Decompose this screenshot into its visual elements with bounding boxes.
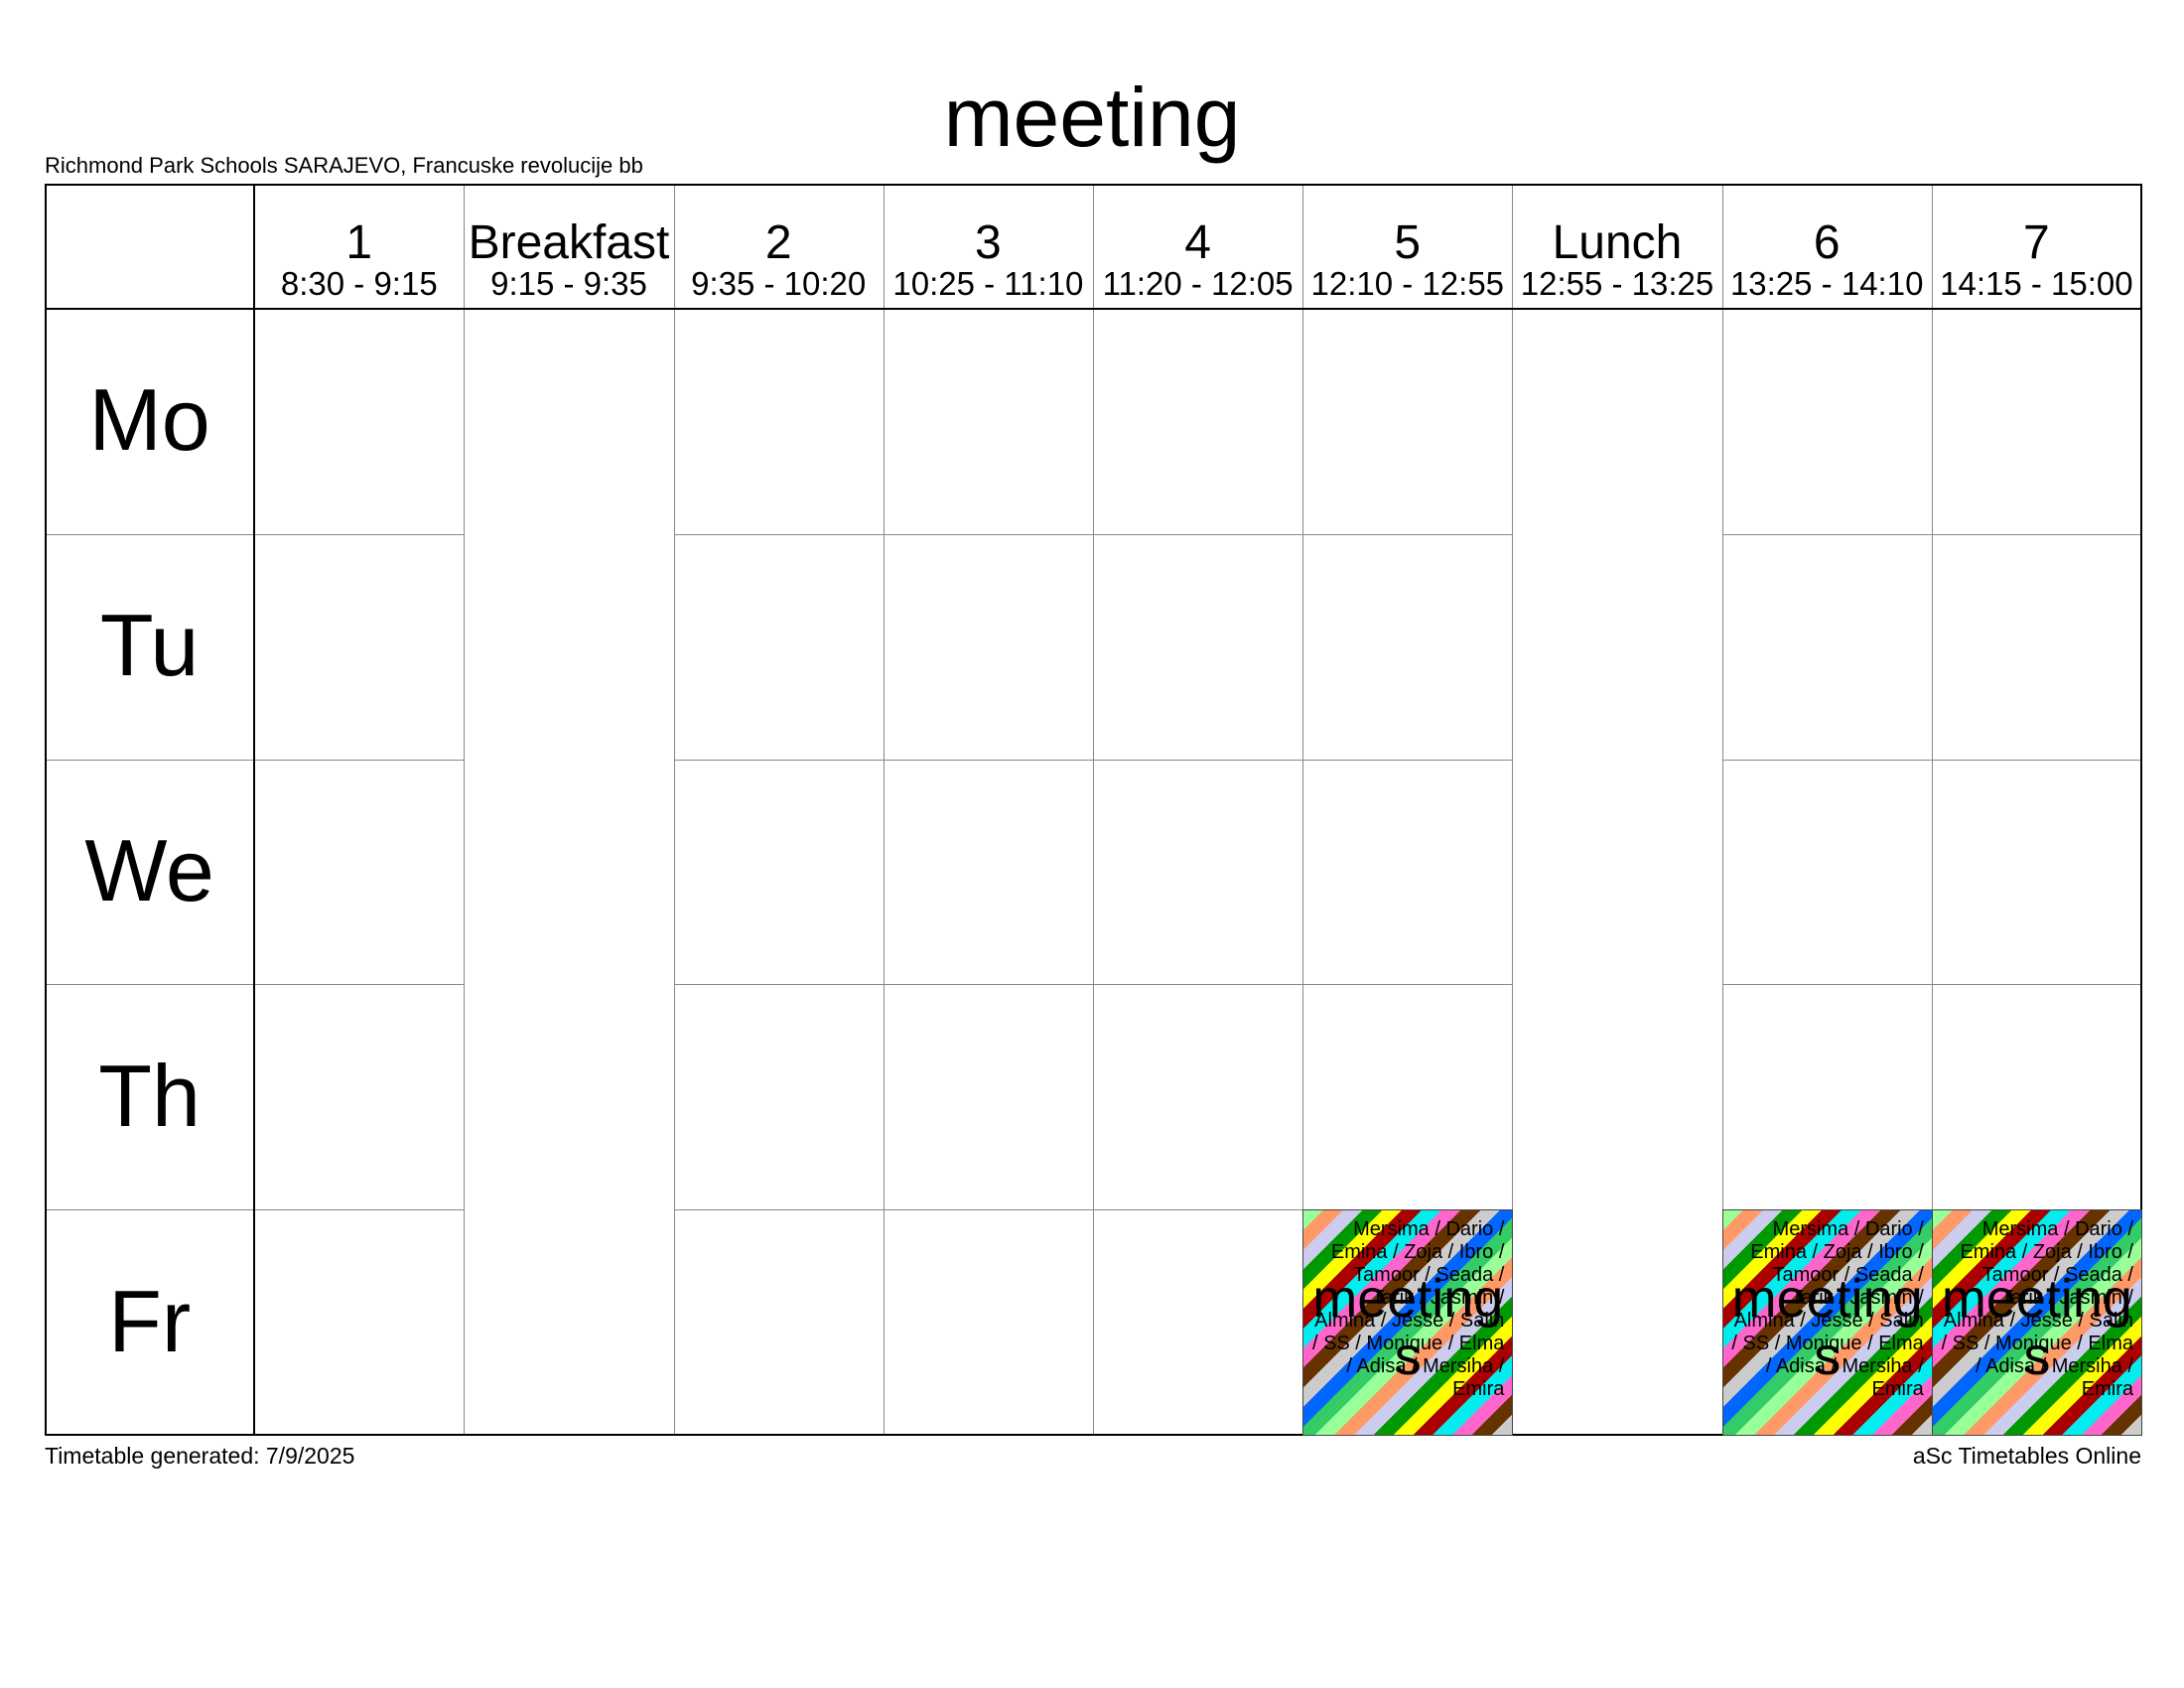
period-name: 2	[764, 216, 792, 269]
grid-line	[673, 984, 884, 986]
grid-line	[1302, 533, 1513, 535]
period-time: 9:15 - 9:35	[490, 265, 647, 302]
title: meeting	[943, 70, 1241, 164]
grid-line	[45, 759, 255, 761]
period-time: 9:35 - 10:20	[691, 265, 867, 302]
period-header: 4 11:20 - 12:05	[1093, 216, 1302, 302]
grid-line	[1093, 1209, 1303, 1211]
period-name: Breakfast	[468, 216, 670, 269]
period-name: 4	[1184, 216, 1211, 269]
period-name: 5	[1394, 216, 1422, 269]
lesson-subject: meetings	[1312, 1269, 1504, 1387]
grid-line	[1931, 984, 2141, 986]
border	[45, 1434, 2141, 1436]
day-label: Mo	[88, 370, 210, 470]
grid-line	[254, 1209, 465, 1211]
period-time: 12:10 - 12:55	[1310, 265, 1505, 302]
grid-line	[673, 184, 675, 1435]
grid-line	[1093, 533, 1303, 535]
grid-line	[254, 533, 465, 535]
grid-line	[45, 1209, 255, 1211]
grid-line	[1512, 184, 1514, 1435]
grid-line	[1721, 533, 1932, 535]
period-name: 7	[2023, 216, 2050, 269]
period-time: 8:30 - 9:15	[280, 265, 438, 302]
grid-line	[1931, 759, 2141, 761]
period-name: 3	[975, 216, 1002, 269]
period-time: 10:25 - 11:10	[892, 265, 1084, 302]
period-name: Lunch	[1552, 216, 1683, 269]
grid-line	[1093, 759, 1303, 761]
lesson-subject: meetings	[1941, 1269, 2132, 1387]
grid-line	[1721, 759, 1932, 761]
grid-line	[1302, 759, 1513, 761]
lesson-teachers: Mersima / Dario / Emina / Zoja / Ibro / …	[1941, 1218, 2133, 1401]
lesson-teachers: Mersima / Dario / Emina / Zoja / Ibro / …	[1311, 1218, 1505, 1401]
grid-line	[45, 533, 255, 535]
period-header: Lunch 12:55 - 13:25	[1512, 216, 1721, 302]
grid-line	[1093, 984, 1303, 986]
day-label: Th	[98, 1046, 201, 1145]
period-time: 12:55 - 13:25	[1520, 265, 1714, 302]
footer-source: aSc Timetables Online	[1912, 1443, 2141, 1469]
lesson-subject: meetings	[1731, 1269, 1923, 1387]
grid-line	[1093, 184, 1094, 1435]
border	[45, 184, 47, 1435]
grid-line	[883, 533, 1093, 535]
day-label: Tu	[99, 596, 200, 695]
grid-line	[1931, 184, 1933, 1435]
border	[45, 184, 2141, 186]
period-time: 13:25 - 14:10	[1729, 265, 1924, 302]
grid-line	[45, 984, 255, 986]
grid-line	[673, 1209, 884, 1211]
grid-line	[1931, 533, 2141, 535]
period-header: 1 8:30 - 9:15	[254, 216, 464, 302]
grid-line	[1721, 984, 1932, 986]
grid-line	[673, 759, 884, 761]
period-name: 1	[345, 216, 373, 269]
grid-line	[464, 184, 466, 1435]
border	[253, 184, 256, 1435]
subtitle: Richmond Park Schools SARAJEVO, Francusk…	[45, 153, 643, 178]
day-label: We	[84, 821, 214, 919]
border	[2140, 184, 2142, 1436]
footer-generated: Timetable generated: 7/9/2025	[45, 1443, 355, 1469]
border	[45, 308, 2141, 310]
lesson-card: Mersima / Dario / Emina / Zoja / Ibro / …	[1931, 1209, 2142, 1436]
period-name: 6	[1813, 216, 1841, 269]
grid-line	[673, 533, 884, 535]
period-time: 14:15 - 15:00	[1940, 265, 2133, 302]
grid-line	[883, 184, 885, 1435]
period-time: 11:20 - 12:05	[1102, 265, 1294, 302]
grid-line	[254, 759, 465, 761]
lesson-teachers: Mersima / Dario / Emina / Zoja / Ibro / …	[1731, 1218, 1924, 1401]
day-label: Fr	[108, 1271, 192, 1370]
grid-line	[1302, 184, 1304, 1435]
lesson-card: Mersima / Dario / Emina / Zoja / Ibro / …	[1721, 1209, 1933, 1436]
grid-line	[1302, 984, 1513, 986]
grid-line	[883, 1209, 1093, 1211]
grid-line	[254, 984, 465, 986]
grid-line	[883, 759, 1093, 761]
grid-line	[883, 984, 1093, 986]
period-header: 2 9:35 - 10:20	[674, 216, 884, 302]
period-header: 5 12:10 - 12:55	[1302, 216, 1512, 302]
period-header: 3 10:25 - 11:10	[884, 216, 1093, 302]
period-header: 6 13:25 - 14:10	[1722, 216, 1932, 302]
period-header: 7 14:15 - 15:00	[1932, 216, 2141, 302]
period-header: Breakfast 9:15 - 9:35	[464, 216, 673, 302]
lesson-card: Mersima / Dario / Emina / Zoja / Ibro / …	[1302, 1209, 1514, 1436]
grid-line	[1721, 184, 1723, 1435]
